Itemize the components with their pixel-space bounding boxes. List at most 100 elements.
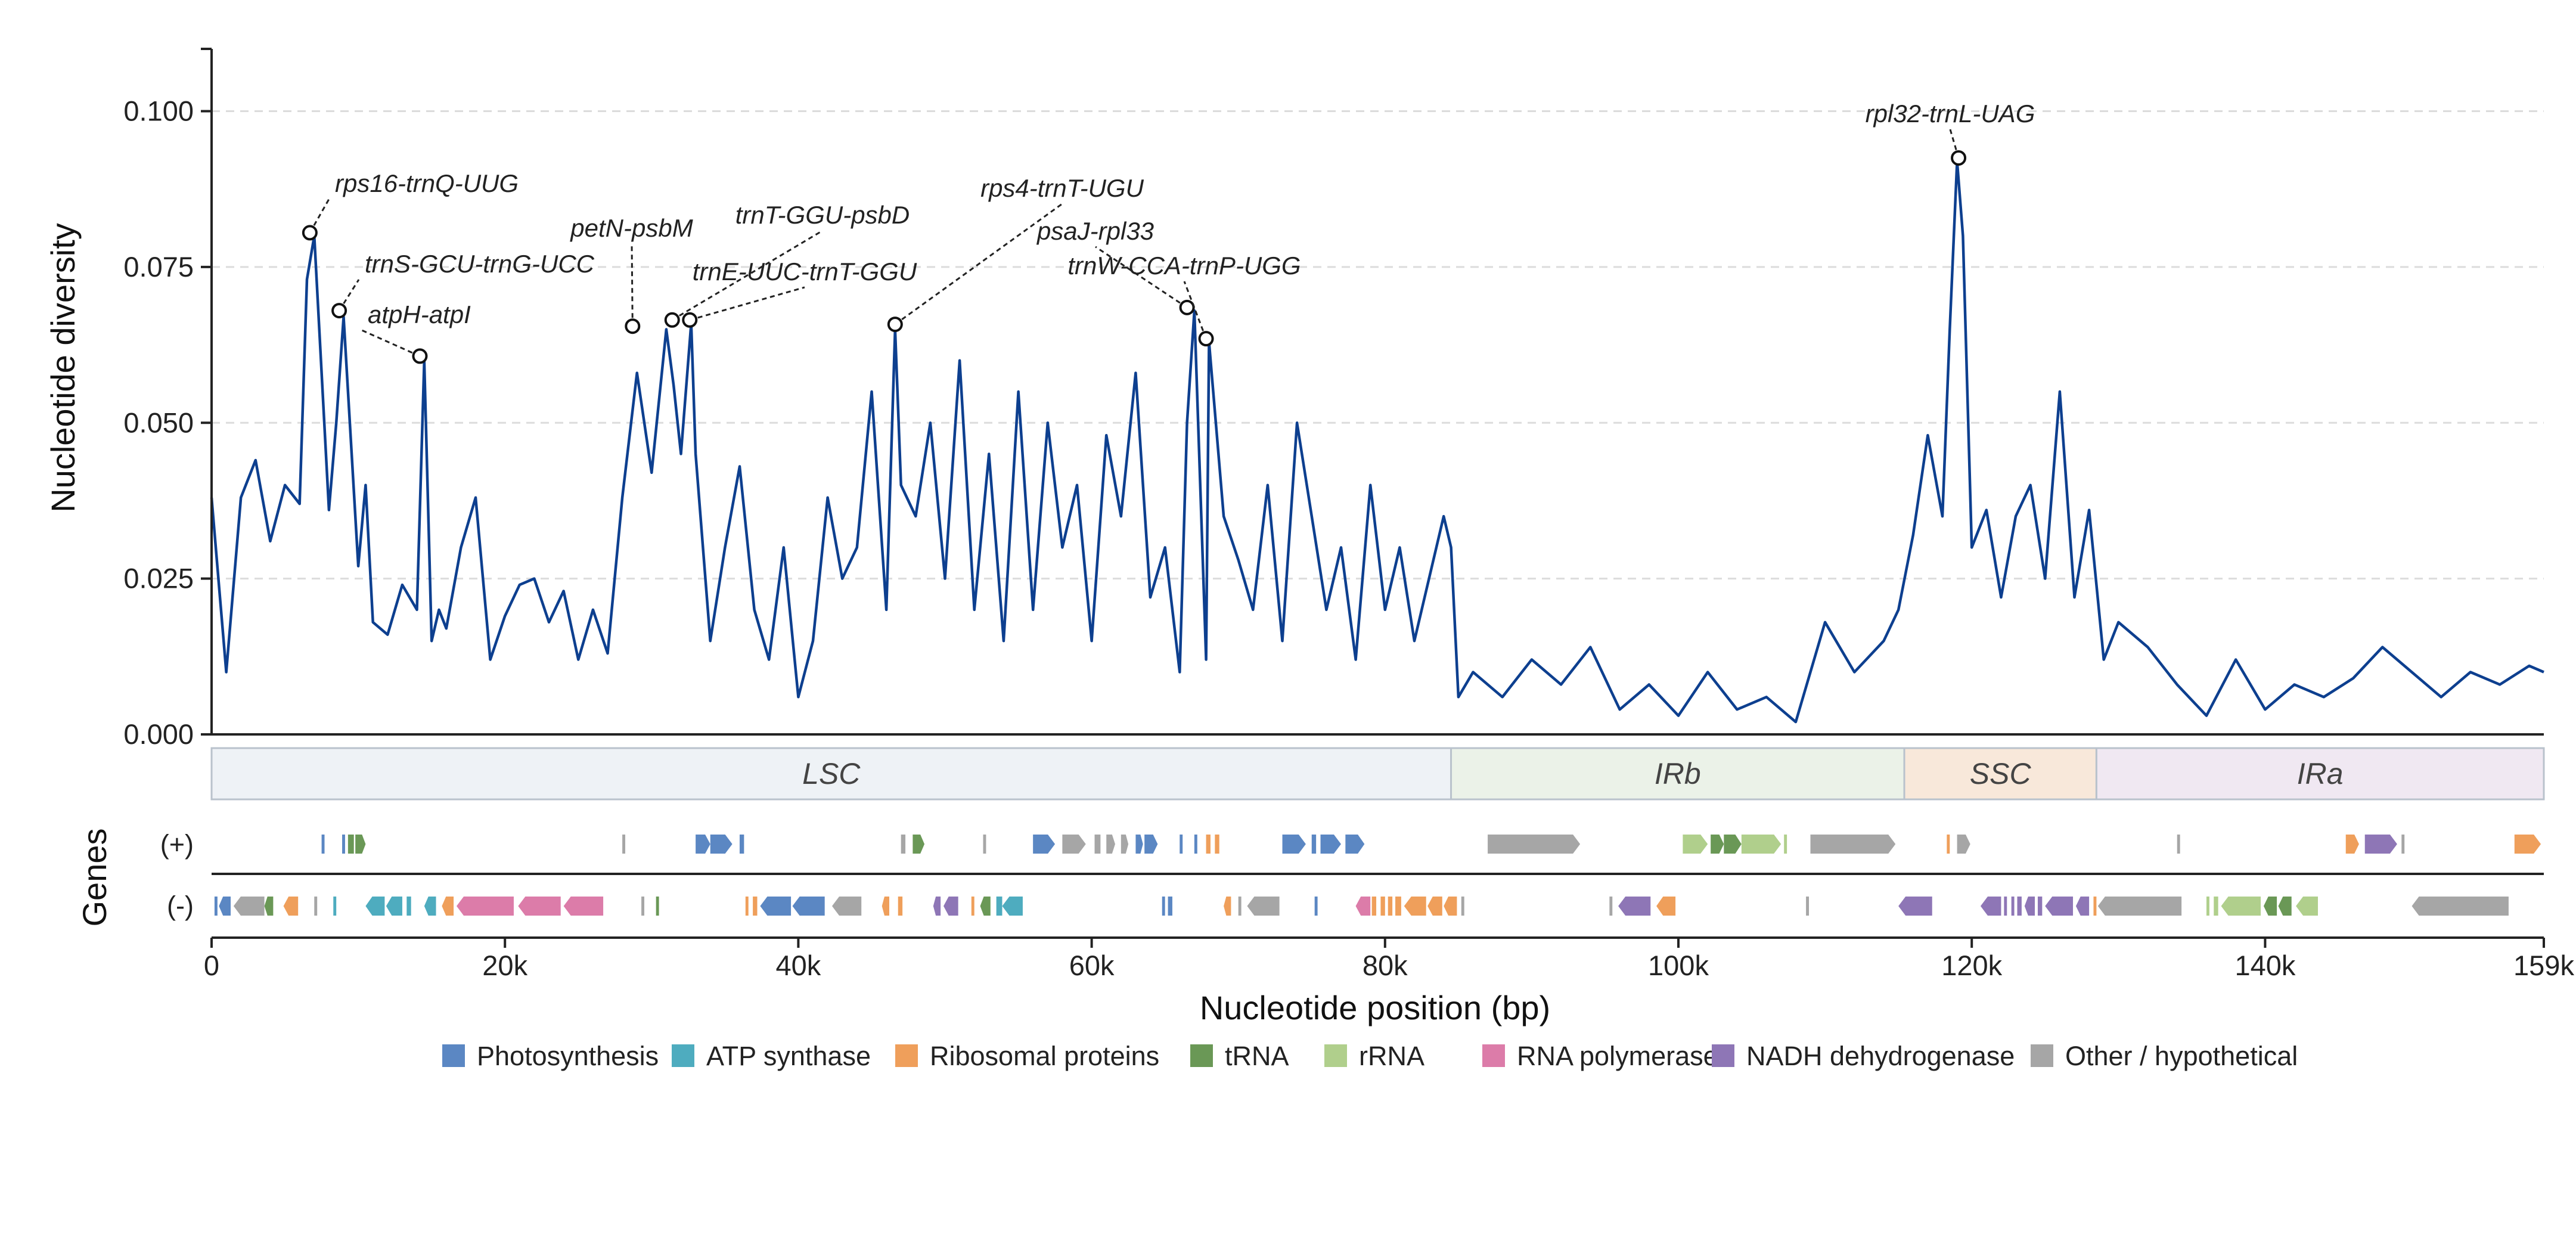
gene-feature	[622, 835, 626, 854]
legend: Photosynthesis ATP synthase Ribosomal prot…	[442, 1041, 2298, 1071]
peak-marker	[625, 318, 641, 334]
gene-feature	[2017, 897, 2022, 916]
gene-feature	[2045, 897, 2074, 916]
gene-feature	[2364, 835, 2397, 854]
peak-leader-line	[671, 229, 823, 321]
gene-feature	[1320, 835, 1341, 854]
gene-feature	[1427, 897, 1442, 916]
gene-feature	[656, 897, 659, 916]
gene-feature	[2024, 897, 2035, 916]
gene-feature	[2206, 897, 2209, 916]
gene-feature	[365, 897, 385, 916]
gene-feature	[2093, 897, 2097, 916]
gene-feature	[1461, 897, 1464, 916]
diversity-line	[210, 159, 2544, 724]
gene-feature	[1488, 835, 1581, 854]
legend-swatch	[442, 1044, 465, 1067]
gene-feature	[386, 897, 402, 916]
gene-feature	[971, 897, 974, 916]
gene-feature	[456, 897, 514, 916]
gene-feature	[792, 897, 825, 916]
gene-feature	[710, 835, 733, 854]
x-tick-label: 80k	[1363, 950, 1408, 981]
peak-marker	[412, 348, 428, 364]
region-label: IRa	[2297, 757, 2344, 790]
gene-feature	[1724, 835, 1742, 854]
gene-feature	[342, 835, 345, 854]
gene-feature	[1784, 835, 1787, 854]
gene-feature	[1741, 835, 1782, 854]
peak-leader-line	[338, 279, 360, 311]
peak-label: trnE-UUC-trnT-GGU	[693, 258, 917, 286]
peak-label: petN-psbM	[569, 214, 693, 242]
gene-feature	[1121, 835, 1129, 854]
gene-feature	[1380, 897, 1385, 916]
region-ssc	[1903, 747, 2097, 801]
axes: 0.000 0.025 0.050 0.075 0.100 0 20k 40k 60k 80k 10…	[123, 48, 2574, 981]
gene-feature	[518, 897, 561, 916]
gene-feature	[2037, 897, 2043, 916]
peak-marker	[664, 312, 680, 328]
genes-track-title: Genes	[76, 829, 113, 927]
peak-marker	[1951, 150, 1967, 166]
gene-feature	[760, 897, 792, 916]
legend-label: Other / hypothetical	[2065, 1041, 2298, 1071]
gene-feature	[264, 897, 274, 916]
gene-feature	[1194, 835, 1197, 854]
gene-feature	[1311, 835, 1317, 854]
gene-tracks	[212, 835, 2544, 916]
gene-feature	[1957, 835, 1970, 854]
gene-feature	[1395, 897, 1401, 916]
peak-label: atpH-atpI	[368, 300, 471, 328]
grid-lines	[212, 110, 2544, 580]
gene-feature	[1314, 897, 1318, 916]
peak-leader-line	[1095, 246, 1188, 309]
gene-feature	[1683, 835, 1708, 854]
gene-feature	[2345, 835, 2359, 854]
gene-feature	[1810, 835, 1896, 854]
y-tick-label: 0.000	[123, 718, 194, 750]
legend-label: Ribosomal proteins	[930, 1041, 1159, 1071]
peak-leader-line	[309, 199, 330, 234]
y-tick-label: 0.025	[123, 563, 194, 594]
gene-feature	[1168, 897, 1172, 916]
peak-label: psaJ-rpl33	[1036, 217, 1154, 245]
gene-feature	[442, 897, 454, 916]
peak-marker	[887, 317, 903, 333]
gene-feature	[1980, 897, 2001, 916]
peak-label: trnW-CCA-trnP-UGG	[1067, 252, 1301, 280]
peak-label: rps4-trnT-UGU	[980, 174, 1144, 202]
peak-marker	[302, 225, 318, 241]
gene-feature	[1224, 897, 1231, 916]
region-ira	[2095, 747, 2545, 801]
x-tick-label: 100k	[1648, 950, 1709, 981]
gene-feature	[2263, 897, 2277, 916]
gene-feature	[983, 835, 986, 854]
gene-feature	[2514, 835, 2541, 854]
y-tick-label: 0.050	[123, 407, 194, 438]
gene-feature	[2177, 835, 2180, 854]
gene-feature	[641, 897, 644, 916]
gene-feature	[2004, 897, 2007, 916]
gene-feature	[1206, 835, 1211, 854]
gene-feature	[1656, 897, 1676, 916]
gene-feature	[1238, 897, 1242, 916]
legend-label: ATP synthase	[706, 1041, 871, 1071]
gene-feature	[1002, 897, 1023, 916]
peak-leader-line	[894, 203, 1063, 325]
x-tick-label: 40k	[776, 950, 821, 981]
gene-feature	[563, 897, 604, 916]
gene-feature	[1215, 835, 1219, 854]
y-axis-title: Nucleotide diversity	[44, 223, 82, 513]
gene-feature	[1162, 897, 1165, 916]
gene-feature	[901, 835, 906, 854]
gene-feature	[1444, 897, 1457, 916]
legend-label: rRNA	[1359, 1041, 1424, 1071]
gene-feature	[2214, 897, 2218, 916]
region-label: IRb	[1655, 757, 1701, 790]
peak-annotations: rps16-trnQ-UUG trnS-GCU-trnG-UCC atpH-atpI…	[302, 100, 2035, 364]
gene-feature	[1247, 897, 1280, 916]
gene-feature	[2097, 897, 2182, 916]
x-axis-title: Nucleotide position (bp)	[1200, 989, 1550, 1026]
